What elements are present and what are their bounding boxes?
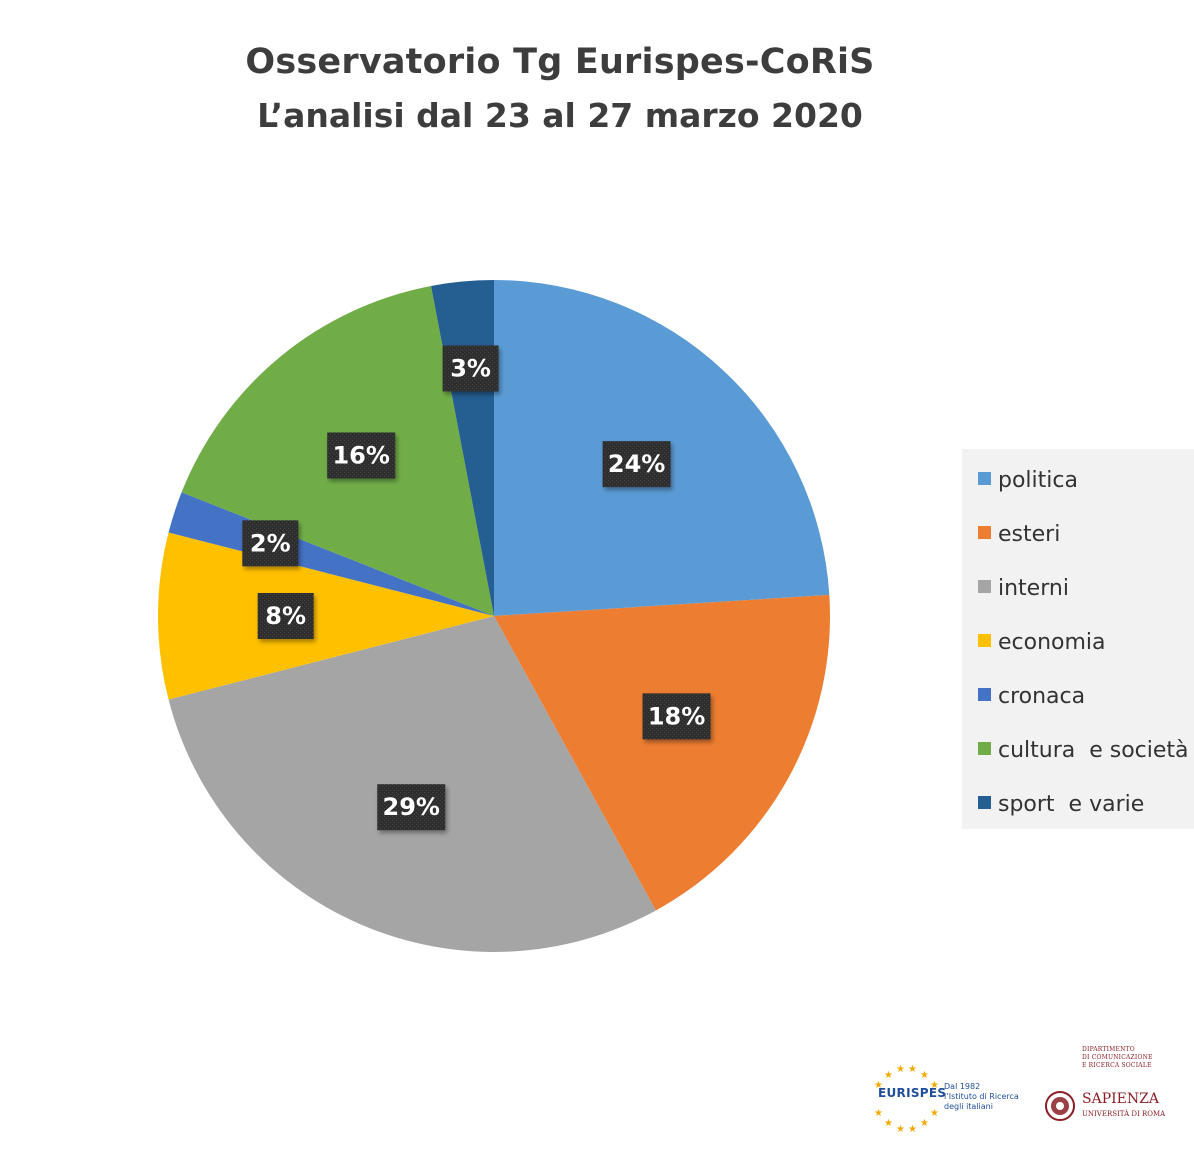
footer-logos: ★ ★ ★ ★ ★ ★ ★ ★ ★ ★ ★ ★ EURISPES Dal 1982 l’Isti… xyxy=(868,1040,1168,1140)
data-label-box xyxy=(327,432,396,479)
svg-text:★: ★ xyxy=(920,1070,929,1081)
legend-label: esteri xyxy=(998,521,1061,547)
svg-text:★: ★ xyxy=(896,1124,905,1134)
legend-label: cultura e società xyxy=(998,737,1189,763)
data-label-cronaca: 2% xyxy=(242,520,299,567)
data-label-cultura-e-societ: 16% xyxy=(327,432,396,479)
data-label-text: 16% xyxy=(332,441,389,469)
legend-item-sport-e-varie: sport e varie xyxy=(978,789,1144,819)
legend-item-cultura-e-societ: cultura e società xyxy=(978,735,1189,765)
eurispes-tagline: Dal 1982 l’Istituto di Ricerca degli ita… xyxy=(944,1082,1024,1112)
eurispes-stars-icon: ★★ ★★ ★ ★ ★ ★ ★★ ★★ xyxy=(874,1064,939,1134)
svg-text:★: ★ xyxy=(908,1064,917,1075)
legend-swatch xyxy=(978,525,991,539)
eurispes-name: EURISPES xyxy=(878,1086,947,1100)
legend-label: sport e varie xyxy=(998,791,1145,817)
legend-swatch xyxy=(978,471,991,485)
legend-swatch xyxy=(978,579,991,593)
data-label-interni: 29% xyxy=(377,784,446,831)
svg-text:★: ★ xyxy=(874,1080,883,1091)
sapienza-subtitle: UNIVERSITÀ DI ROMA xyxy=(1082,1110,1166,1118)
legend-item-politica: politica xyxy=(978,465,1078,495)
legend-swatch xyxy=(978,687,991,701)
data-label-economia: 8% xyxy=(257,593,314,639)
legend-label: cronaca xyxy=(998,683,1086,709)
chart-legend: politica esteri interni economia cronaca cult… xyxy=(962,449,1194,829)
legend-item-interni: interni xyxy=(978,573,1069,603)
svg-text:★: ★ xyxy=(908,1124,917,1134)
data-label-text: 8% xyxy=(265,602,306,630)
data-label-text: 2% xyxy=(250,529,291,557)
data-label-text: 24% xyxy=(608,450,665,478)
sapienza-department: DIPARTIMENTO DI COMUNICAZIONE E RICERCA … xyxy=(1082,1046,1168,1070)
sapienza-department-line: DI COMUNICAZIONE xyxy=(1082,1054,1153,1061)
data-label-text: 3% xyxy=(450,354,491,382)
svg-text:★: ★ xyxy=(884,1118,893,1129)
data-label-text: 29% xyxy=(383,793,440,821)
data-label-esteri: 18% xyxy=(642,693,711,740)
chart-subtitle: L’analisi dal 23 al 27 marzo 2020 xyxy=(257,96,863,135)
svg-text:★: ★ xyxy=(930,1108,939,1119)
data-label-box xyxy=(257,593,314,639)
eurispes-tagline-line: Dal 1982 xyxy=(944,1082,981,1091)
data-label-text: 18% xyxy=(648,702,705,730)
svg-text:★: ★ xyxy=(896,1064,905,1075)
eurispes-tagline-line: degli italiani xyxy=(944,1102,993,1111)
svg-text:★: ★ xyxy=(930,1080,939,1091)
data-label-box xyxy=(242,520,299,567)
svg-text:★: ★ xyxy=(884,1070,893,1081)
eurispes-tagline-line: l’Istituto di Ricerca xyxy=(944,1092,1019,1101)
pie-slice-economia xyxy=(157,532,494,700)
sapienza-department-line: E RICERCA SOCIALE xyxy=(1082,1062,1152,1069)
chart-title: Osservatorio Tg Eurispes-CoRiS xyxy=(245,42,875,82)
legend-label: interni xyxy=(998,575,1069,601)
sapienza-logo: DIPARTIMENTO DI COMUNICAZIONE E RICERCA … xyxy=(1044,1040,1168,1140)
data-label-box xyxy=(377,784,446,831)
legend-item-esteri: esteri xyxy=(978,519,1060,549)
legend-swatch xyxy=(978,741,991,755)
legend-swatch xyxy=(978,795,991,809)
eurispes-logo: ★ ★ ★ ★ ★ ★ ★ ★ ★ ★ ★ ★ EURISPES Dal 1982 l’Isti… xyxy=(868,1064,1028,1134)
legend-item-cronaca: cronaca xyxy=(978,681,1085,711)
legend-swatch xyxy=(978,633,991,647)
legend-label: economia xyxy=(998,629,1106,655)
pie-slice-interni xyxy=(168,616,656,952)
data-label-box xyxy=(442,345,499,392)
data-label-sport-e-varie: 3% xyxy=(442,345,499,392)
legend-item-economia: economia xyxy=(978,627,1106,657)
chart-title-block: Osservatorio Tg Eurispes-CoRiS L’analisi… xyxy=(0,36,1120,140)
data-label-box xyxy=(602,441,671,488)
pie-data-labels: 24% 18% 29% 8% 2% 16% 3% xyxy=(242,345,711,831)
svg-text:★: ★ xyxy=(920,1118,929,1129)
sapienza-seal-icon xyxy=(1045,1091,1075,1121)
svg-text:★: ★ xyxy=(874,1108,883,1119)
sapienza-department-line: DIPARTIMENTO xyxy=(1082,1046,1135,1053)
sapienza-name: SAPIENZA xyxy=(1082,1091,1159,1107)
pie-slice-esteri xyxy=(494,594,830,911)
legend-label: politica xyxy=(998,467,1078,493)
data-label-box xyxy=(642,693,711,740)
data-label-politica: 24% xyxy=(602,441,671,488)
